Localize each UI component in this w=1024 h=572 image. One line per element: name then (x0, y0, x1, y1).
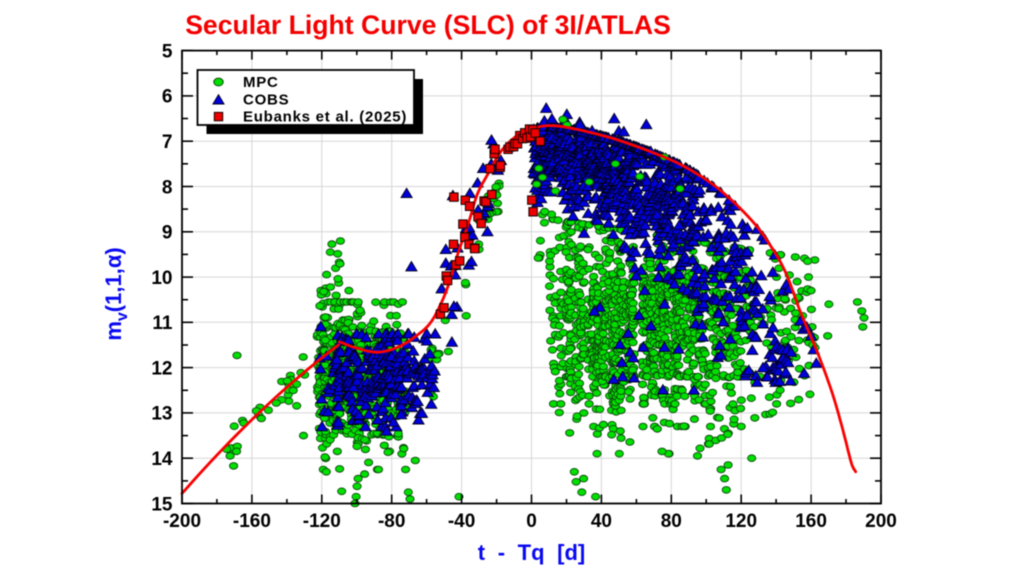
svg-text:13: 13 (151, 404, 172, 425)
svg-text:6: 6 (162, 87, 173, 108)
svg-text:-200: -200 (163, 511, 201, 532)
svg-text:80: 80 (661, 511, 682, 532)
svg-text:5: 5 (162, 41, 173, 62)
svg-text:14: 14 (151, 449, 173, 470)
svg-text:120: 120 (725, 511, 757, 532)
svg-text:-160: -160 (233, 511, 271, 532)
svg-text:0: 0 (526, 511, 537, 532)
svg-text:200: 200 (865, 511, 897, 532)
svg-text:15: 15 (151, 494, 173, 515)
svg-text:COBS: COBS (243, 92, 289, 109)
svg-text:160: 160 (795, 511, 827, 532)
svg-text:8: 8 (162, 177, 173, 198)
svg-text:-40: -40 (448, 511, 475, 532)
svg-text:Eubanks et al. (2025): Eubanks et al. (2025) (243, 109, 407, 126)
svg-text:Secular Light Curve (SLC) of 3: Secular Light Curve (SLC) of 3I/ATLAS (185, 10, 671, 40)
svg-text:9: 9 (162, 223, 173, 244)
svg-text:MPC: MPC (243, 74, 279, 91)
svg-text:40: 40 (591, 511, 612, 532)
svg-text:7: 7 (162, 132, 173, 153)
svg-text:t - Tq [d]: t - Tq [d] (478, 540, 585, 565)
svg-text:11: 11 (152, 313, 173, 334)
svg-text:12: 12 (151, 358, 172, 379)
svg-text:10: 10 (151, 268, 172, 289)
svg-text:-80: -80 (378, 511, 405, 532)
svg-text:-120: -120 (303, 511, 341, 532)
